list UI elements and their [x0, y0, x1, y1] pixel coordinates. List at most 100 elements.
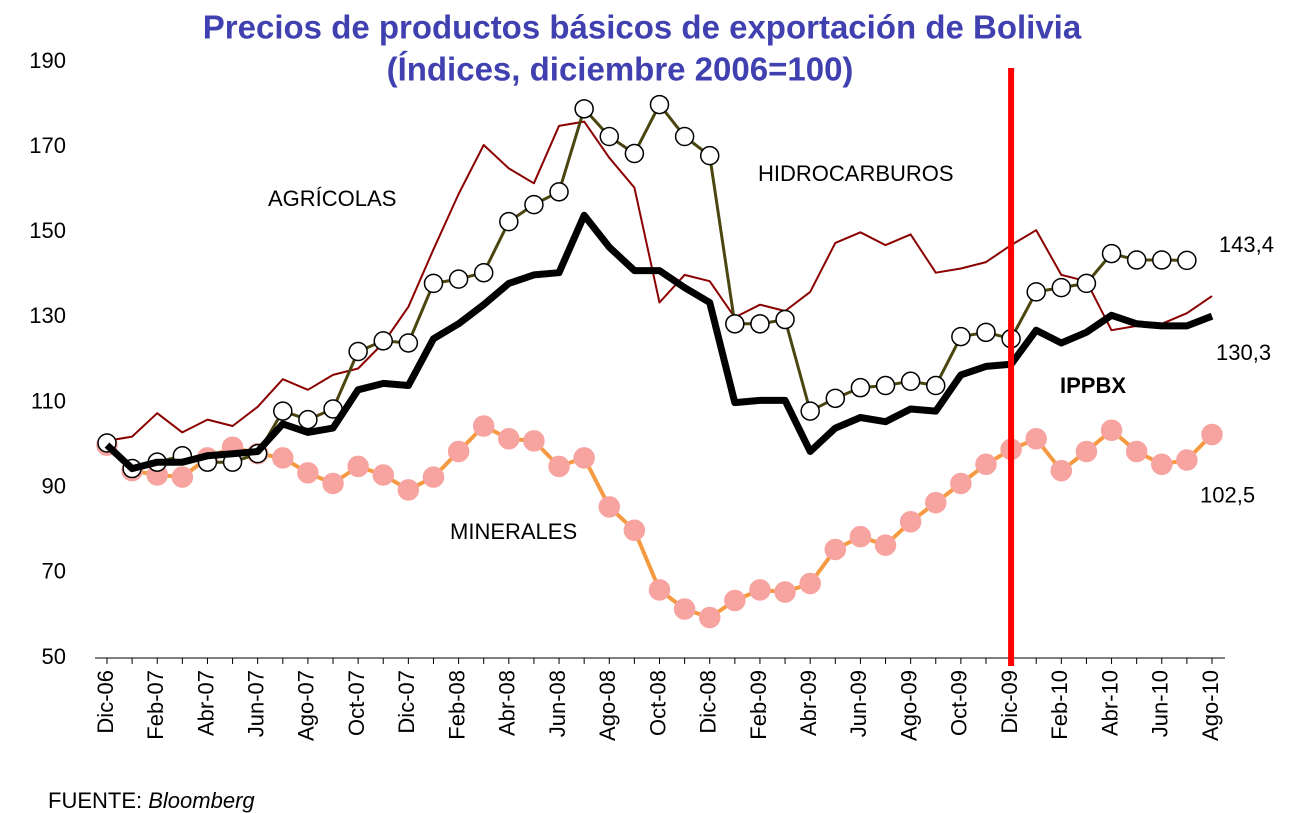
x-tick-label: Feb-10 [1047, 670, 1072, 740]
x-tick-label: Abr-10 [1097, 670, 1122, 736]
y-tick-label: 110 [31, 388, 66, 413]
marker [347, 455, 369, 478]
marker [1201, 423, 1223, 446]
marker [749, 579, 771, 601]
marker [1125, 440, 1148, 463]
marker [976, 322, 996, 343]
marker [273, 401, 293, 421]
marker [1151, 453, 1173, 476]
x-tick-label: Oct-07 [344, 670, 369, 736]
marker [298, 409, 318, 430]
x-tick-label: Jun-10 [1148, 670, 1173, 737]
marker [699, 145, 720, 166]
y-tick-label: 50 [42, 644, 66, 669]
value-label: 130,3 [1216, 340, 1271, 365]
chart-title: Precios de productos básicos de exportac… [203, 9, 1082, 46]
x-tick-label: Ago-09 [896, 670, 921, 741]
marker [1025, 428, 1047, 450]
x-tick-label: Dic-08 [696, 670, 721, 734]
marker [171, 466, 194, 488]
x-tick-label: Ago-07 [294, 670, 319, 741]
x-tick-label: Feb-08 [444, 670, 469, 740]
marker [850, 377, 871, 398]
marker [348, 341, 368, 362]
x-tick-label: Ago-08 [595, 670, 620, 741]
marker [447, 440, 470, 463]
marker [899, 511, 922, 533]
marker [1051, 277, 1072, 298]
x-tick-label: Abr-08 [495, 670, 520, 736]
source: FUENTE: Bloomberg [48, 788, 255, 813]
marker [698, 606, 721, 629]
y-tick-label: 150 [29, 218, 66, 243]
marker [573, 447, 595, 469]
series-label: IPPBX [1060, 373, 1126, 398]
marker [523, 430, 545, 452]
x-tick-label: Dic-09 [997, 670, 1022, 734]
marker [272, 447, 294, 469]
x-tick-label: Jun-07 [243, 670, 268, 737]
y-tick-label: 170 [29, 133, 66, 158]
marker [926, 375, 946, 396]
marker [951, 326, 971, 347]
series-line [105, 103, 1187, 471]
marker [774, 581, 796, 603]
marker [673, 598, 696, 620]
marker [649, 94, 670, 115]
y-tick-label: 130 [29, 303, 66, 328]
marker [1075, 440, 1098, 463]
marker [648, 579, 671, 601]
marker [372, 464, 394, 486]
marker [373, 331, 393, 351]
series-label: HIDROCARBUROS [758, 161, 954, 186]
marker [1076, 273, 1097, 294]
marker [975, 453, 997, 476]
marker [623, 519, 646, 542]
marker [875, 375, 896, 396]
marker [825, 388, 846, 409]
marker [724, 589, 746, 612]
marker [674, 126, 695, 147]
x-tick-label: Abr-09 [796, 670, 821, 736]
marker [574, 99, 594, 119]
marker [750, 314, 770, 334]
marker [1126, 250, 1147, 270]
marker [398, 333, 419, 353]
marker [549, 182, 569, 202]
marker [775, 309, 795, 330]
series-line [104, 211, 1214, 473]
marker [499, 211, 519, 232]
x-tick-label: Feb-07 [143, 670, 168, 740]
marker [472, 415, 495, 437]
marker [1101, 243, 1122, 264]
marker [1026, 282, 1046, 302]
source-name: Bloomberg [148, 788, 255, 813]
x-tick-label: Oct-08 [645, 670, 670, 736]
x-tick-label: Feb-09 [746, 670, 771, 740]
series-label: MINERALES [450, 519, 577, 544]
marker [548, 455, 570, 478]
chart-subtitle: (Índices, diciembre 2006=100) [387, 51, 854, 88]
marker [423, 273, 444, 294]
value-label: 102,5 [1200, 482, 1255, 507]
marker [297, 462, 319, 484]
marker [1152, 250, 1172, 270]
marker [599, 126, 620, 147]
marker [624, 143, 645, 164]
marker [448, 269, 469, 289]
source-prefix: FUENTE: [48, 788, 148, 813]
marker [524, 194, 544, 215]
marker [1176, 449, 1198, 471]
marker [900, 371, 921, 392]
x-tick-label: Jun-08 [545, 670, 570, 737]
value-label: 143,4 [1219, 232, 1274, 257]
marker [498, 428, 520, 450]
marker [849, 525, 872, 548]
marker [1177, 250, 1197, 271]
marker [799, 572, 821, 595]
marker [925, 491, 947, 514]
marker [598, 496, 621, 518]
x-tick-label: Dic-06 [93, 670, 118, 734]
y-tick-label: 190 [29, 48, 66, 73]
